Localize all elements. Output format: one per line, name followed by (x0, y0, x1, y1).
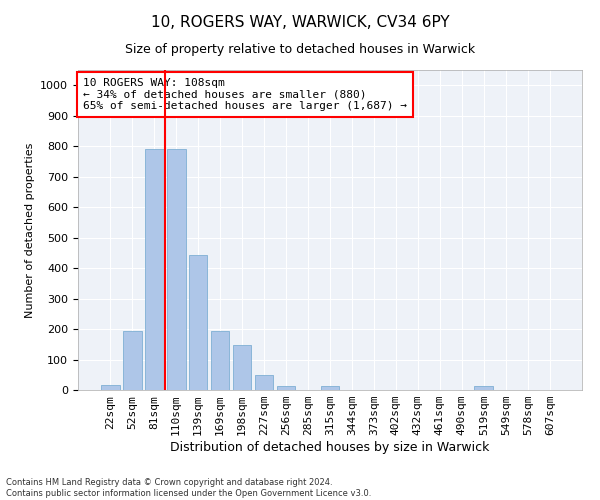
Bar (233, 345, 251, 390)
Bar (189, 255, 208, 390)
Bar (277, 386, 295, 390)
Text: Contains HM Land Registry data © Crown copyright and database right 2024.
Contai: Contains HM Land Registry data © Crown c… (6, 478, 371, 498)
Bar (475, 386, 493, 390)
Bar (320, 386, 340, 390)
Bar (167, 149, 185, 390)
Text: Size of property relative to detached houses in Warwick: Size of property relative to detached ho… (125, 42, 475, 56)
Text: 10, ROGERS WAY, WARWICK, CV34 6PY: 10, ROGERS WAY, WARWICK, CV34 6PY (151, 15, 449, 30)
Bar (255, 375, 274, 390)
Y-axis label: Number of detached properties: Number of detached properties (25, 142, 35, 318)
Text: 10 ROGERS WAY: 108sqm
← 34% of detached houses are smaller (880)
65% of semi-det: 10 ROGERS WAY: 108sqm ← 34% of detached … (83, 78, 407, 111)
Bar (145, 149, 164, 390)
Bar (123, 332, 142, 390)
Bar (211, 332, 229, 390)
X-axis label: Distribution of detached houses by size in Warwick: Distribution of detached houses by size … (170, 441, 490, 454)
Bar (101, 386, 119, 390)
